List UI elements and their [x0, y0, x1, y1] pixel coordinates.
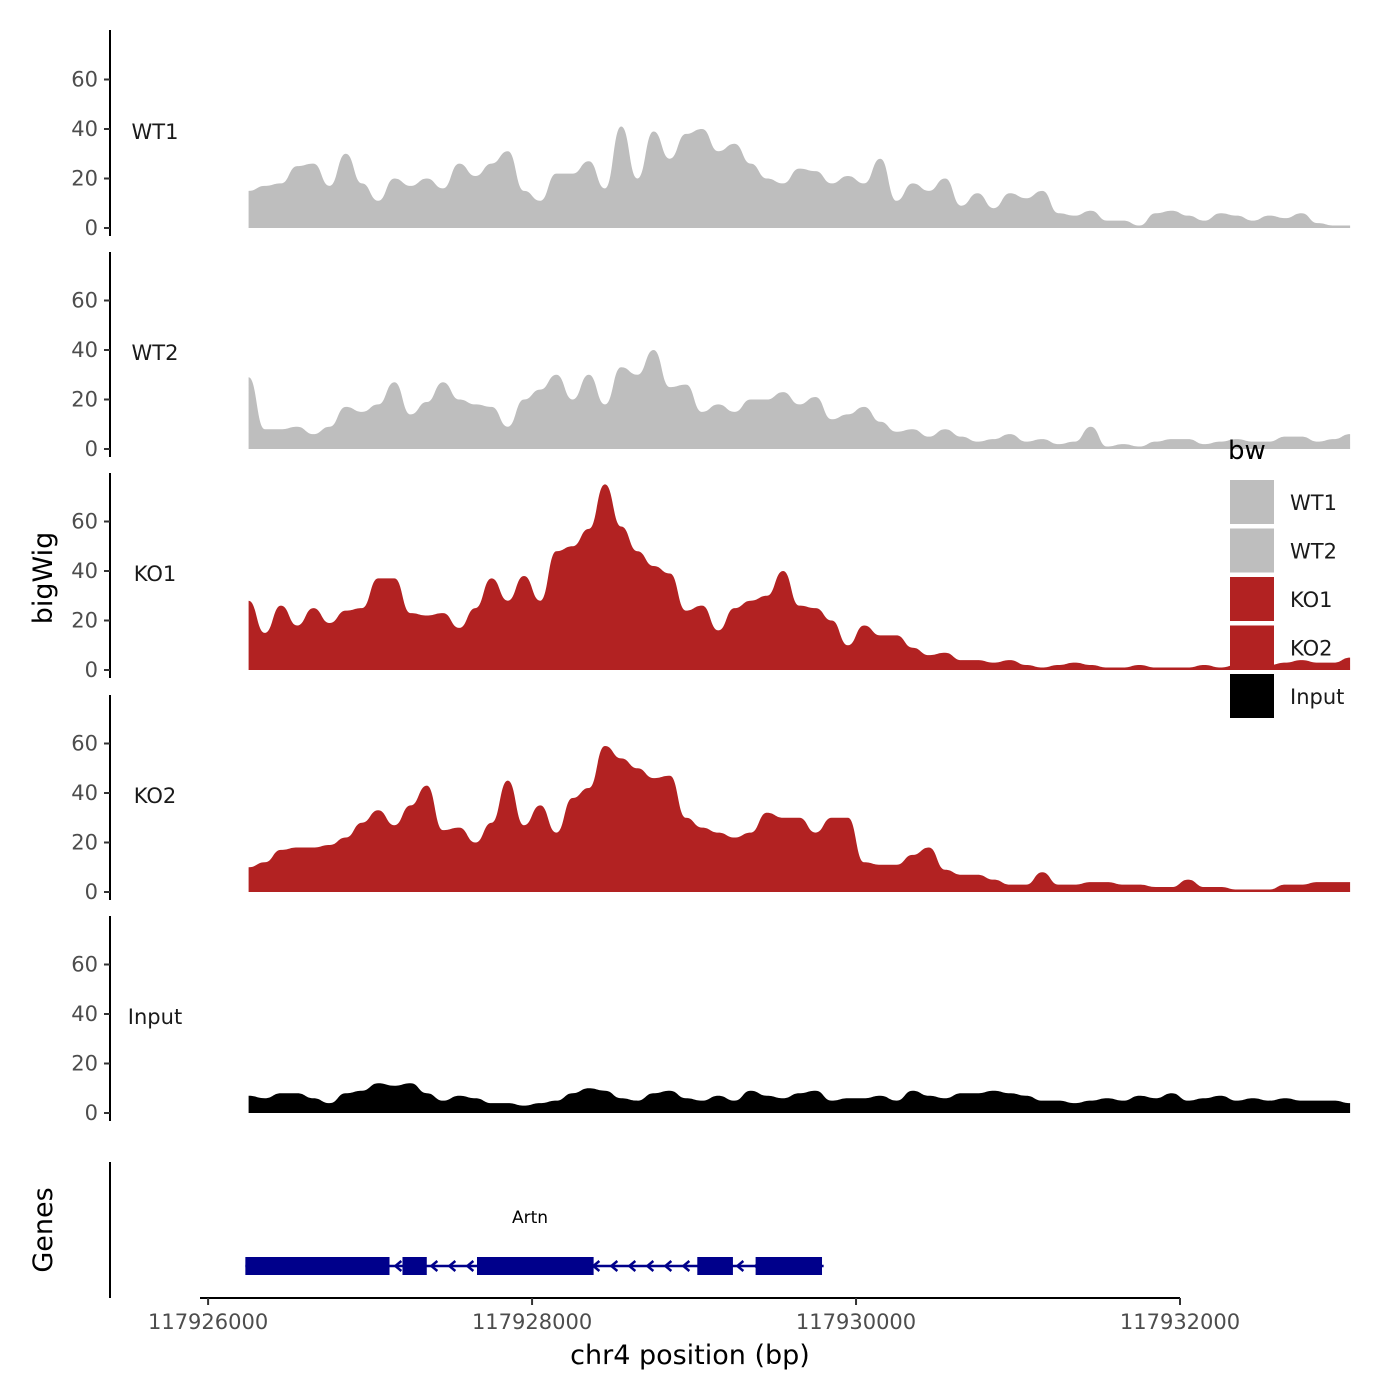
x-tick-label-117932000: 117932000 [1120, 1310, 1240, 1334]
legend-key-ko1 [1230, 577, 1274, 621]
track-ko1: 0 20 40 60 KO1 [71, 473, 1351, 682]
legend-label-ko1: KO1 [1290, 588, 1333, 612]
y-tick-label-ko1-0: 0 [85, 658, 98, 682]
strand-arrow [627, 1260, 637, 1272]
x-axis-title: chr4 position (bp) [570, 1340, 810, 1371]
exon-6 [755, 1257, 823, 1275]
strand-arrow [663, 1260, 673, 1272]
area-wt1 [248, 126, 1351, 228]
legend-key-wt1 [1230, 480, 1274, 524]
y-tick-label-ko2-40: 40 [71, 781, 98, 805]
area-ko2 [248, 746, 1351, 892]
y-tick-label-ko2-60: 60 [71, 732, 98, 756]
exon-2 [402, 1257, 427, 1275]
y-tick-label-input-60: 60 [71, 953, 98, 977]
gene-exons [245, 1257, 823, 1275]
y-tick-label-input-20: 20 [71, 1052, 98, 1076]
track-label-ko2: KO2 [134, 784, 177, 808]
y-tick-label-wt2-0: 0 [85, 437, 98, 461]
y-tick-label-wt1-60: 60 [71, 68, 98, 92]
legend-key-ko2 [1230, 625, 1274, 670]
strand-arrow [465, 1260, 475, 1272]
strand-arrow [447, 1260, 457, 1272]
strand-arrow [681, 1260, 691, 1272]
x-tick-label-117926000: 117926000 [148, 1310, 268, 1334]
legend-label-input: Input [1290, 685, 1344, 709]
strand-arrow [609, 1260, 619, 1272]
x-axis: 117926000 117928000 117930000 117932000 [148, 1297, 1240, 1334]
legend: bw WT1 WT2 KO1 KO2 Input [1228, 436, 1344, 718]
y-tick-label-wt2-60: 60 [71, 289, 98, 313]
signal-tracks: 0 20 40 60 WT1 0 20 40 60 WT2 0 20 40 60 KO1 0 20 40 60 KO2… [71, 30, 1351, 1125]
y-tick-label-input-40: 40 [71, 1002, 98, 1026]
y-tick-label-input-0: 0 [85, 1101, 98, 1125]
strand-arrow [735, 1260, 745, 1272]
exon-5 [697, 1257, 733, 1275]
legend-label-wt2: WT2 [1290, 540, 1337, 564]
gene-track: Artn [109, 1162, 824, 1298]
y-tick-label-ko1-20: 20 [71, 609, 98, 633]
y-axis-title: bigWig [28, 532, 59, 625]
y-tick-label-ko1-40: 40 [71, 559, 98, 583]
x-tick-label-117930000: 117930000 [796, 1310, 916, 1334]
track-wt2: 0 20 40 60 WT2 [71, 252, 1351, 461]
track-ko2: 0 20 40 60 KO2 [71, 695, 1351, 904]
track-wt1: 0 20 40 60 WT1 [71, 30, 1351, 240]
genes-axis-title: Genes [28, 1187, 59, 1272]
area-input [248, 1083, 1351, 1113]
strand-arrow [429, 1260, 439, 1272]
strand-arrow [645, 1260, 655, 1272]
legend-label-wt1: WT1 [1290, 491, 1337, 515]
x-tick-label-117928000: 117928000 [472, 1310, 592, 1334]
gene-label: Artn [512, 1208, 548, 1228]
y-tick-label-wt1-40: 40 [71, 117, 98, 141]
legend-key-input [1230, 674, 1274, 718]
legend-key-wt2 [1230, 528, 1274, 573]
y-tick-label-wt2-40: 40 [71, 338, 98, 362]
y-tick-label-ko2-0: 0 [85, 880, 98, 904]
area-ko1 [248, 484, 1351, 670]
y-tick-label-wt1-20: 20 [71, 167, 98, 191]
y-tick-label-wt2-20: 20 [71, 388, 98, 412]
exon-4 [536, 1257, 594, 1275]
y-tick-label-ko1-60: 60 [71, 510, 98, 534]
y-tick-label-wt1-0: 0 [85, 216, 98, 240]
track-label-wt1: WT1 [132, 120, 179, 144]
strand-arrow [393, 1260, 403, 1272]
track-label-input: Input [128, 1005, 182, 1029]
track-input: 0 20 40 60 Input [71, 916, 1351, 1125]
area-wt2 [248, 350, 1351, 449]
track-label-wt2: WT2 [132, 341, 179, 365]
legend-title: bw [1228, 436, 1266, 466]
exon-1 [245, 1257, 390, 1275]
legend-label-ko2: KO2 [1290, 637, 1333, 661]
y-tick-label-ko2-20: 20 [71, 831, 98, 855]
track-label-ko1: KO1 [134, 562, 177, 586]
